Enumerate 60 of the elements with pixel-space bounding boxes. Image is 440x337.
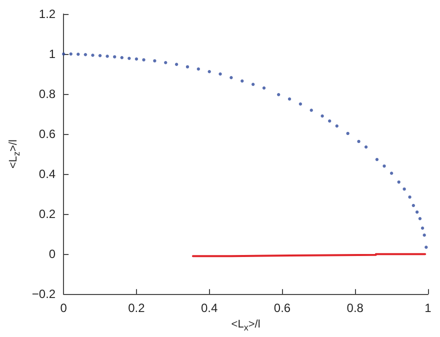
y-tick-label: −0.2 bbox=[32, 287, 56, 302]
point bbox=[106, 54, 109, 58]
point bbox=[382, 164, 386, 168]
point bbox=[390, 172, 394, 175]
point bbox=[415, 210, 419, 214]
x-tick-label: 0.4 bbox=[201, 301, 218, 316]
point bbox=[402, 187, 406, 191]
point bbox=[76, 52, 80, 56]
point bbox=[208, 70, 211, 74]
point bbox=[408, 195, 412, 199]
y-tick-label: 1.2 bbox=[38, 7, 56, 21]
x-tick-label: 1 bbox=[424, 301, 432, 316]
point bbox=[422, 233, 426, 237]
point bbox=[262, 86, 266, 90]
point bbox=[120, 56, 124, 60]
point bbox=[164, 61, 168, 64]
point bbox=[174, 62, 178, 66]
point bbox=[346, 132, 350, 136]
point bbox=[357, 140, 360, 144]
point bbox=[218, 72, 222, 76]
point bbox=[142, 58, 146, 62]
point bbox=[310, 108, 313, 112]
y-tick-label: 0.6 bbox=[38, 127, 56, 142]
point bbox=[62, 52, 66, 56]
point bbox=[134, 57, 138, 61]
point bbox=[364, 145, 368, 149]
y-axis-title: <Lz>/l bbox=[8, 140, 22, 169]
point bbox=[240, 79, 244, 83]
point bbox=[84, 53, 88, 56]
point bbox=[298, 102, 302, 106]
y-tick-label: 0.8 bbox=[38, 87, 56, 102]
point bbox=[375, 158, 379, 162]
point bbox=[98, 54, 102, 58]
point bbox=[328, 119, 332, 123]
point bbox=[113, 55, 116, 58]
point bbox=[276, 93, 280, 96]
point bbox=[128, 56, 131, 60]
point bbox=[196, 67, 200, 71]
point bbox=[412, 204, 416, 208]
y-tick-label: 1 bbox=[48, 47, 56, 62]
y-tick-label: 0.4 bbox=[38, 167, 56, 182]
y-tick-label: 0.2 bbox=[38, 207, 56, 222]
point bbox=[420, 226, 424, 230]
point bbox=[320, 114, 324, 118]
point bbox=[335, 124, 338, 128]
x-tick-label: 0 bbox=[60, 301, 68, 316]
point bbox=[397, 180, 400, 184]
x-tick-label: 0.6 bbox=[274, 301, 291, 316]
y-tick-label: 0 bbox=[48, 247, 56, 262]
point bbox=[230, 76, 233, 80]
point bbox=[424, 246, 428, 249]
point bbox=[153, 59, 156, 62]
x-tick-label: 0.2 bbox=[128, 301, 146, 316]
point bbox=[69, 52, 72, 56]
x-tick-label: 0.8 bbox=[346, 301, 364, 316]
point bbox=[91, 54, 94, 57]
point bbox=[186, 65, 190, 68]
point bbox=[251, 82, 255, 86]
point bbox=[288, 97, 292, 101]
point bbox=[418, 217, 422, 220]
